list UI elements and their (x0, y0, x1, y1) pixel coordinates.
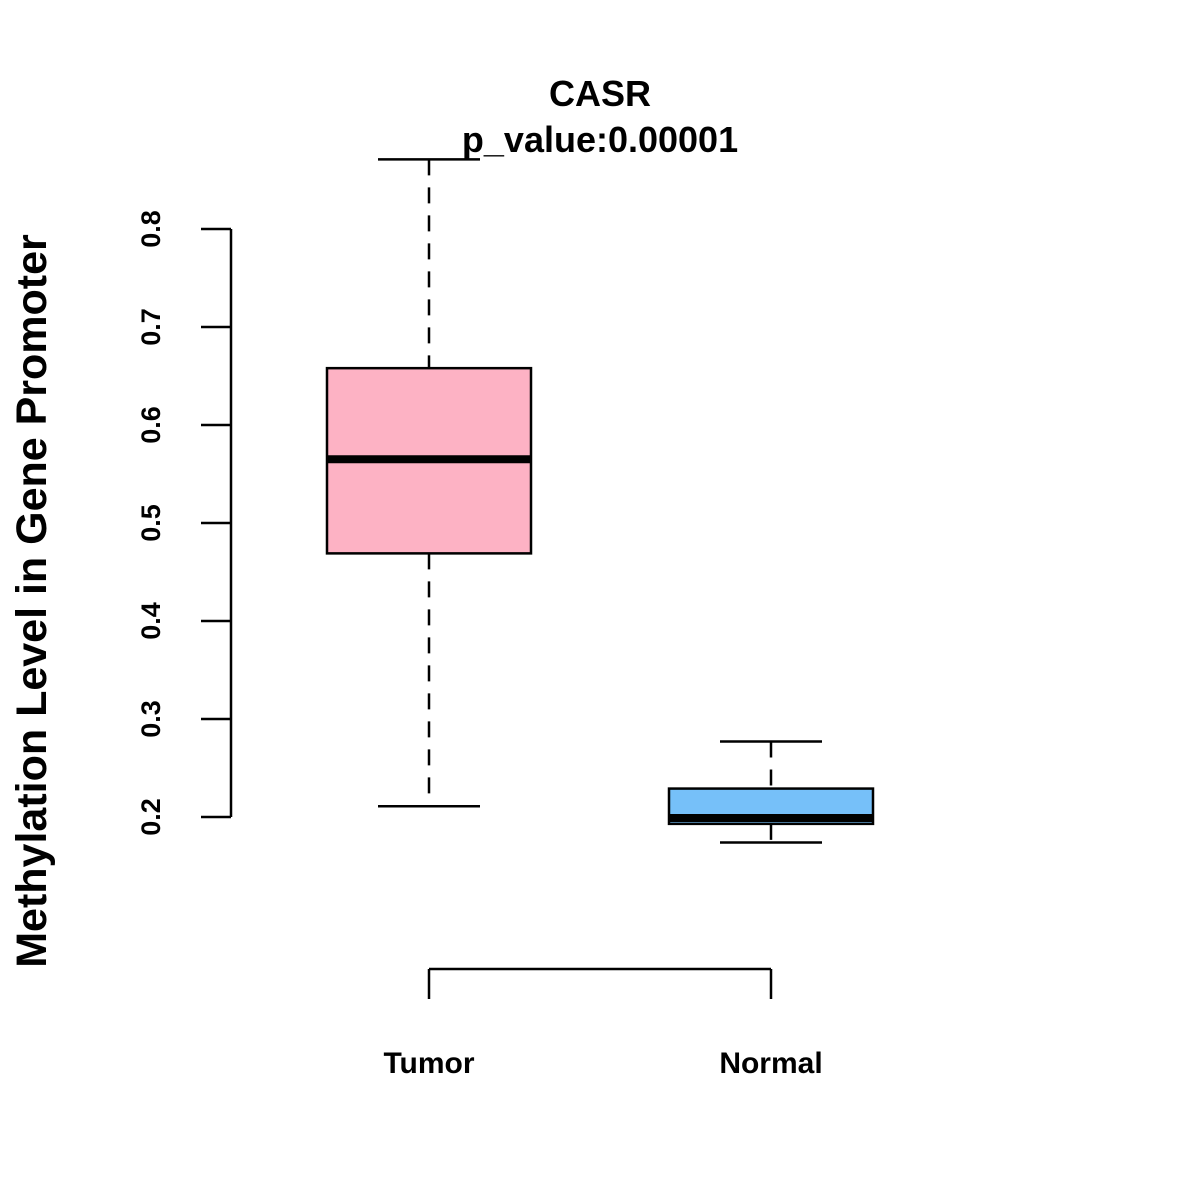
y-tick-label: 0.3 (136, 700, 166, 738)
chart-subtitle: p_value:0.00001 (462, 119, 738, 160)
x-tick-label-tumor: Tumor (383, 1047, 474, 1080)
chart-title: CASR (549, 73, 651, 114)
box-tumor (325, 158, 533, 808)
x-tick-label-normal: Normal (719, 1047, 822, 1080)
y-tick-label: 0.6 (136, 406, 166, 444)
y-tick-label: 0.2 (136, 798, 166, 836)
box-normal (667, 740, 875, 844)
y-tick-label: 0.4 (136, 602, 166, 640)
boxes-group (325, 158, 875, 844)
y-tick-label: 0.5 (136, 504, 166, 542)
y-tick-label: 0.7 (136, 308, 166, 346)
x-axis: Tumor Normal (383, 967, 823, 1080)
y-axis: 0.2 0.3 0.4 0.5 0.6 0.7 0.8 (136, 210, 233, 836)
y-axis-label: Methylation Level in Gene Promoter (8, 234, 56, 968)
y-tick-label: 0.8 (136, 210, 166, 248)
